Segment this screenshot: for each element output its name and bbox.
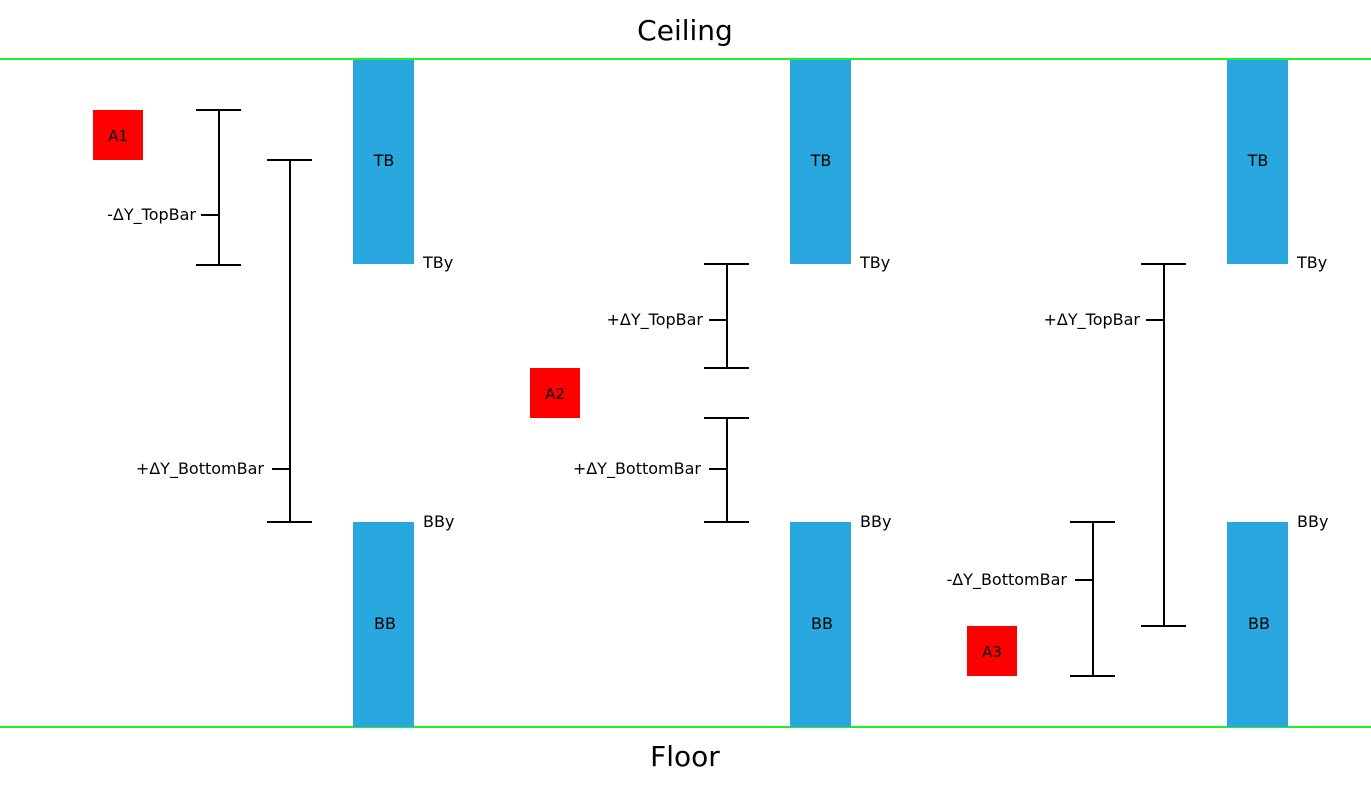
top-bar-edge-label: TBy [422, 253, 453, 272]
bottom-bar-edge-label: BBy [860, 512, 891, 531]
agent-label: A2 [545, 385, 565, 403]
top-bar-edge-label: TBy [1296, 253, 1327, 272]
top-bar-label: TB [810, 151, 832, 170]
top-bar-delta-measure [704, 263, 749, 369]
top-bar-delta-label: -ΔY_TopBar [107, 205, 196, 225]
agent [967, 626, 1017, 676]
top-bar-edge-label: TBy [859, 253, 890, 272]
bottom-bar-delta-measure [267, 159, 312, 523]
top-bar-delta-label: +ΔY_TopBar [607, 310, 704, 330]
top-bar [353, 60, 414, 264]
bottom-bar [353, 522, 414, 727]
agent-label: A1 [108, 127, 128, 145]
bottom-bar-delta-label: +ΔY_BottomBar [136, 459, 265, 479]
bottom-bar-delta-label: -ΔY_BottomBar [946, 570, 1067, 590]
bottom-bar-edge-label: BBy [1297, 512, 1328, 531]
floor-label: Floor [650, 740, 720, 773]
top-bar-delta-measure [196, 109, 241, 266]
bottom-bar [790, 522, 851, 727]
bottom-bar-delta-label: +ΔY_BottomBar [573, 459, 702, 479]
panel-2: TB TBy BB BBy A2 +ΔY_TopBar +ΔY_BottomBa… [530, 60, 891, 727]
panel-3: TB TBy BB BBy A3 +ΔY_TopBar -ΔY_BottomBa… [946, 60, 1328, 727]
bottom-bar-label: BB [1248, 614, 1270, 633]
top-bar [790, 60, 851, 264]
bottom-bar-edge-label: BBy [423, 512, 454, 531]
bottom-bar-label: BB [811, 614, 833, 633]
bottom-bar-delta-measure [1070, 521, 1115, 677]
top-bar-label: TB [373, 151, 395, 170]
bottom-bar-label: BB [374, 614, 396, 633]
ceiling-label: Ceiling [637, 14, 733, 47]
top-bar-label: TB [1247, 151, 1269, 170]
bottom-bar [1227, 522, 1288, 727]
agent [93, 110, 143, 160]
agent-label: A3 [982, 643, 1002, 661]
top-bar-delta-measure [1141, 263, 1186, 627]
agent [530, 368, 580, 418]
bottom-bar-delta-measure [704, 417, 749, 523]
panel-1: TB TBy BB BBy A1 -ΔY_TopBar +ΔY_BottomBa… [93, 60, 454, 727]
top-bar-delta-label: +ΔY_TopBar [1044, 310, 1141, 330]
top-bar [1227, 60, 1288, 264]
